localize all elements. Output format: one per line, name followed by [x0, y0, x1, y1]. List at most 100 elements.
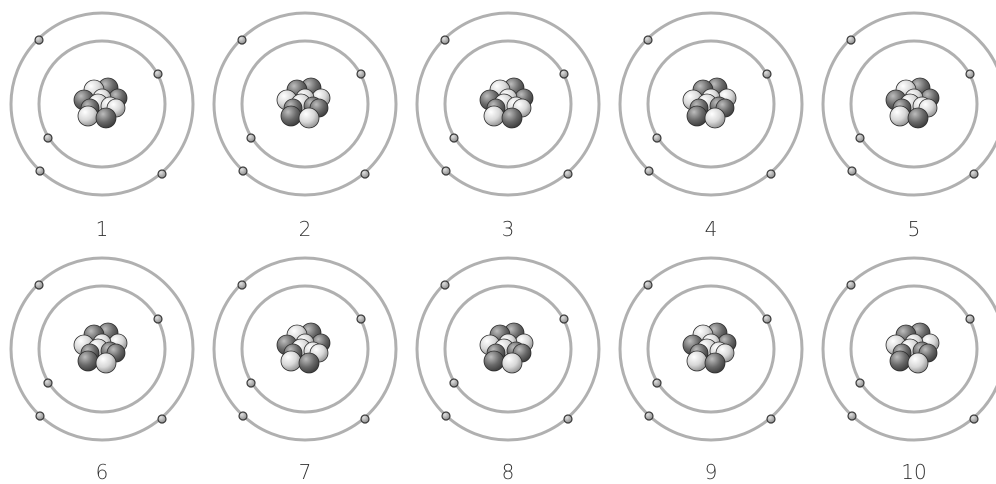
electron	[157, 169, 167, 179]
atom-8	[415, 256, 601, 442]
proton-sphere	[95, 107, 117, 129]
electron	[762, 69, 772, 79]
nucleus	[479, 322, 534, 374]
outer-orbit	[415, 11, 601, 197]
inner-orbit	[37, 39, 167, 169]
electron	[153, 314, 163, 324]
atom-label-10: 10	[901, 460, 927, 484]
electron	[449, 133, 459, 143]
neutron-sphere	[298, 107, 320, 129]
electron	[965, 69, 975, 79]
proton-sphere	[501, 107, 523, 129]
atom-label-3: 3	[501, 217, 515, 241]
electron	[356, 69, 366, 79]
nucleus	[885, 77, 940, 129]
atom-1	[9, 11, 195, 197]
neutron-sphere	[280, 350, 302, 372]
electron	[766, 169, 776, 179]
inner-orbit	[443, 284, 573, 414]
inner-orbit	[37, 284, 167, 414]
neutron-sphere	[501, 352, 523, 374]
inner-orbit	[443, 39, 573, 169]
electron	[846, 280, 856, 290]
electron	[360, 414, 370, 424]
nucleus	[276, 322, 331, 374]
electron	[643, 35, 653, 45]
electron	[965, 314, 975, 324]
nucleus	[73, 77, 128, 129]
proton-sphere	[483, 350, 505, 372]
electron	[153, 69, 163, 79]
electron	[449, 378, 459, 388]
electron	[563, 169, 573, 179]
electron	[559, 314, 569, 324]
inner-orbit	[849, 39, 979, 169]
nucleus	[682, 322, 737, 374]
neutron-sphere	[686, 350, 708, 372]
electron	[441, 166, 451, 176]
proton-sphere	[704, 352, 726, 374]
outer-orbit	[618, 256, 804, 442]
electron	[34, 35, 44, 45]
neutron-sphere	[483, 105, 505, 127]
atom-2	[212, 11, 398, 197]
outer-orbit	[821, 256, 996, 442]
atom-4	[618, 11, 804, 197]
electron	[360, 169, 370, 179]
atom-label-8: 8	[501, 460, 515, 484]
electron	[652, 378, 662, 388]
electron	[847, 411, 857, 421]
inner-orbit	[240, 284, 370, 414]
proton-sphere	[298, 352, 320, 374]
electron	[157, 414, 167, 424]
atom-label-6: 6	[95, 460, 109, 484]
proton-sphere	[889, 350, 911, 372]
electron	[238, 411, 248, 421]
atom-label-1: 1	[95, 217, 109, 241]
neutron-sphere	[704, 107, 726, 129]
nucleus	[479, 77, 534, 129]
proton-sphere	[77, 350, 99, 372]
proton-sphere	[280, 105, 302, 127]
neutron-sphere	[907, 352, 929, 374]
electron	[238, 166, 248, 176]
outer-orbit	[618, 11, 804, 197]
outer-orbit	[415, 256, 601, 442]
atom-label-9: 9	[704, 460, 718, 484]
electron	[766, 414, 776, 424]
nucleus	[682, 77, 737, 129]
electron	[441, 411, 451, 421]
nucleus	[73, 322, 128, 374]
electron	[846, 35, 856, 45]
atom-label-4: 4	[704, 217, 718, 241]
electron	[246, 378, 256, 388]
atom-6	[9, 256, 195, 442]
atom-10	[821, 256, 996, 442]
electron	[440, 35, 450, 45]
atom-label-5: 5	[907, 217, 921, 241]
electron	[855, 378, 865, 388]
electron	[652, 133, 662, 143]
electron	[762, 314, 772, 324]
electron	[246, 133, 256, 143]
electron	[969, 414, 979, 424]
outer-orbit	[9, 11, 195, 197]
electron	[35, 166, 45, 176]
atom-9	[618, 256, 804, 442]
proton-sphere	[686, 105, 708, 127]
electron	[34, 280, 44, 290]
proton-sphere	[907, 107, 929, 129]
electron	[563, 414, 573, 424]
outer-orbit	[9, 256, 195, 442]
atom-7	[212, 256, 398, 442]
neutron-sphere	[77, 105, 99, 127]
electron	[855, 133, 865, 143]
electron	[356, 314, 366, 324]
inner-orbit	[849, 284, 979, 414]
electron	[643, 280, 653, 290]
atom-label-7: 7	[298, 460, 312, 484]
electron	[237, 280, 247, 290]
inner-orbit	[646, 39, 776, 169]
